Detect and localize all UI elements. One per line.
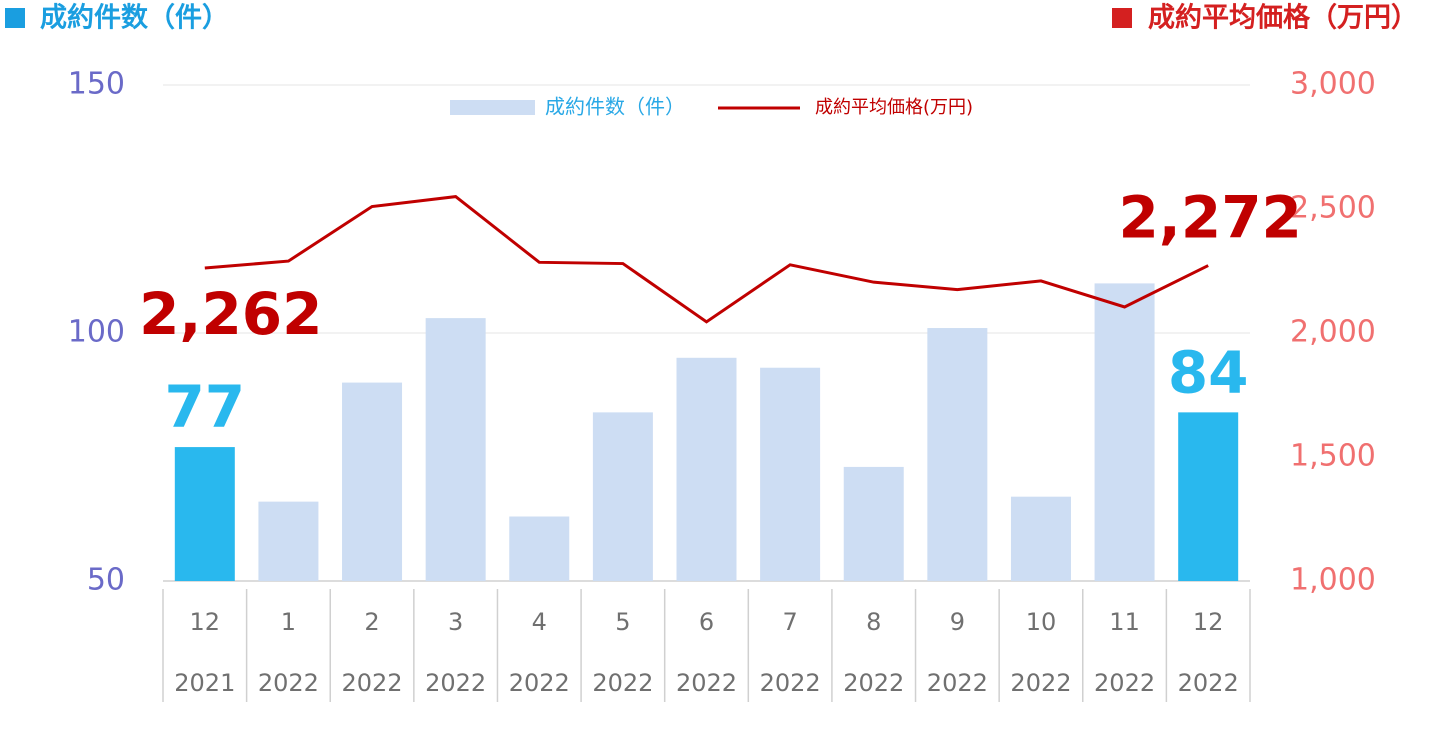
x-tick-label: 10 — [1026, 608, 1057, 636]
bar-value-label: 84 — [1168, 338, 1249, 406]
bar — [174, 447, 235, 581]
y-tick-label: 150 — [68, 67, 125, 102]
bar — [843, 466, 904, 581]
x-tick-year-label: 2022 — [927, 669, 988, 697]
y2-tick-label: 2,000 — [1290, 315, 1376, 350]
y2-tick-label: 2,500 — [1290, 191, 1376, 226]
legend-label: 成約件数（件） — [545, 95, 685, 119]
x-tick-label: 3 — [448, 608, 463, 636]
y-title-square — [5, 8, 25, 28]
x-tick-label: 11 — [1109, 608, 1140, 636]
x-tick-year-label: 2021 — [174, 669, 235, 697]
bar — [509, 516, 570, 581]
x-tick-year-label: 2022 — [1010, 669, 1071, 697]
y2-title-square — [1112, 8, 1132, 28]
bar — [592, 412, 653, 581]
x-tick-year-label: 2022 — [1178, 669, 1239, 697]
bar — [258, 501, 319, 581]
x-tick-label: 7 — [782, 608, 797, 636]
line-value-label: 2,262 — [139, 280, 322, 348]
x-tick-label: 2 — [364, 608, 379, 636]
y2-title: 成約平均価格（万円） — [1148, 2, 1418, 34]
y-tick-label: 100 — [68, 315, 125, 350]
x-tick-label: 12 — [1193, 608, 1224, 636]
x-tick-label: 4 — [532, 608, 547, 636]
x-tick-year-label: 2022 — [760, 669, 821, 697]
x-tick-label: 8 — [866, 608, 881, 636]
bar — [760, 367, 821, 581]
line-value-label: 2,272 — [1118, 184, 1301, 252]
x-tick-label: 12 — [190, 608, 221, 636]
bar — [927, 328, 988, 581]
bar — [1010, 496, 1071, 581]
x-tick-label: 6 — [699, 608, 714, 636]
y-title: 成約件数（件） — [40, 2, 229, 34]
x-tick-label: 5 — [615, 608, 630, 636]
bar — [1094, 283, 1155, 581]
y2-tick-label: 1,500 — [1290, 439, 1376, 474]
x-tick-label: 9 — [950, 608, 965, 636]
x-tick-year-label: 2022 — [1094, 669, 1155, 697]
x-tick-year-label: 2022 — [509, 669, 570, 697]
legend-label: 成約平均価格(万円) — [815, 97, 973, 118]
x-tick-label: 1 — [281, 608, 296, 636]
line — [204, 195, 1209, 324]
x-tick-year-label: 2022 — [676, 669, 737, 697]
bar — [676, 357, 737, 581]
x-tick-year-label: 2022 — [592, 669, 653, 697]
y2-tick-label: 1,000 — [1290, 563, 1376, 598]
x-tick-year-label: 2022 — [341, 669, 402, 697]
y2-tick-label: 3,000 — [1290, 67, 1376, 102]
y-tick-label: 50 — [87, 563, 125, 598]
x-tick-year-label: 2022 — [425, 669, 486, 697]
legend-swatch — [450, 100, 535, 115]
x-tick-year-label: 2022 — [843, 669, 904, 697]
bar — [342, 382, 403, 581]
bar-value-label: 77 — [164, 373, 245, 441]
bar — [1178, 412, 1239, 581]
bar — [425, 318, 486, 581]
x-tick-year-label: 2022 — [258, 669, 319, 697]
